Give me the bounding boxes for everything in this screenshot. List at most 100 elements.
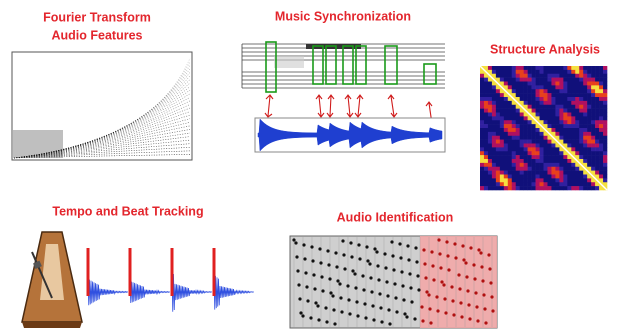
matrix-cell bbox=[551, 66, 555, 70]
matrix-cell bbox=[500, 109, 504, 113]
matrix-cell bbox=[496, 128, 500, 132]
matrix-cell bbox=[528, 66, 532, 70]
matrix-cell bbox=[571, 140, 575, 144]
matrix-cell bbox=[504, 155, 508, 159]
matrix-cell bbox=[480, 132, 484, 136]
matrix-cell bbox=[492, 85, 496, 89]
matrix-cell bbox=[536, 175, 540, 179]
matrix-cell bbox=[504, 78, 508, 82]
matrix-cell bbox=[536, 140, 540, 144]
matrix-cell bbox=[567, 116, 571, 120]
matrix-cell bbox=[563, 171, 567, 175]
matrix-cell bbox=[508, 82, 512, 86]
matrix-cell bbox=[540, 105, 544, 109]
matrix-cell bbox=[591, 109, 595, 113]
peak-dot bbox=[432, 278, 435, 281]
matrix-cell bbox=[544, 147, 548, 151]
matrix-cell bbox=[575, 136, 579, 140]
matrix-cell bbox=[512, 159, 516, 163]
peak-dot bbox=[461, 244, 464, 247]
matrix-cell bbox=[603, 82, 607, 86]
matrix-cell bbox=[492, 159, 496, 163]
matrix-cell bbox=[512, 89, 516, 93]
matrix-cell bbox=[532, 136, 536, 140]
matrix-cell bbox=[571, 105, 575, 109]
matrix-cell bbox=[583, 113, 587, 117]
matrix-cell bbox=[512, 144, 516, 148]
matrix-cell bbox=[575, 186, 579, 190]
matrix-cell bbox=[492, 66, 496, 70]
matrix-cell bbox=[512, 167, 516, 171]
matrix-cell bbox=[480, 85, 484, 89]
peak-dot bbox=[402, 298, 405, 301]
peak-dot bbox=[414, 246, 417, 249]
matrix-cell bbox=[528, 78, 532, 82]
matrix-cell bbox=[504, 82, 508, 86]
peak-dot bbox=[480, 265, 483, 268]
matrix-cell bbox=[500, 116, 504, 120]
matrix-cell bbox=[555, 178, 559, 182]
matrix-cell bbox=[591, 116, 595, 120]
matrix-cell bbox=[571, 78, 575, 82]
matrix-cell bbox=[591, 66, 595, 70]
matrix-cell bbox=[500, 124, 504, 128]
matrix-cell bbox=[488, 66, 492, 70]
matrix-cell bbox=[500, 163, 504, 167]
peak-dot bbox=[452, 313, 455, 316]
peak-dot bbox=[312, 273, 315, 276]
peak-dot bbox=[386, 294, 389, 297]
peak-dot bbox=[314, 301, 317, 304]
matrix-cell bbox=[540, 140, 544, 144]
matrix-cell bbox=[508, 171, 512, 175]
matrix-cell bbox=[496, 167, 500, 171]
matrix-cell bbox=[488, 140, 492, 144]
matrix-cell bbox=[504, 105, 508, 109]
peak-dot bbox=[375, 250, 378, 253]
matrix-cell bbox=[524, 132, 528, 136]
matrix-cell bbox=[520, 78, 524, 82]
matrix-cell bbox=[563, 182, 567, 186]
matrix-cell bbox=[528, 171, 532, 175]
matrix-cell bbox=[587, 147, 591, 151]
peak-dot bbox=[420, 305, 423, 308]
matrix-cell bbox=[563, 167, 567, 171]
matrix-cell bbox=[551, 113, 555, 117]
peak-dot bbox=[325, 320, 328, 323]
matrix-cell bbox=[536, 171, 540, 175]
matrix-cell bbox=[532, 182, 536, 186]
peak-dot bbox=[460, 315, 463, 318]
peak-dot bbox=[364, 316, 367, 319]
matrix-cell bbox=[591, 105, 595, 109]
matrix-cell bbox=[571, 147, 575, 151]
matrix-cell bbox=[516, 151, 520, 155]
matrix-cell bbox=[500, 178, 504, 182]
matrix-cell bbox=[591, 74, 595, 78]
matrix-cell bbox=[555, 97, 559, 101]
matrix-cell bbox=[603, 140, 607, 144]
peak-dot bbox=[431, 264, 434, 267]
peak-dot bbox=[408, 272, 411, 275]
matrix-cell bbox=[480, 120, 484, 124]
matrix-cell bbox=[567, 93, 571, 97]
matrix-cell bbox=[516, 109, 520, 113]
matrix-cell bbox=[524, 70, 528, 74]
matrix-cell bbox=[587, 178, 591, 182]
matrix-cell bbox=[587, 74, 591, 78]
peak-dot bbox=[400, 270, 403, 273]
matrix-cell bbox=[583, 124, 587, 128]
matrix-cell bbox=[603, 97, 607, 101]
matrix-cell bbox=[540, 113, 544, 117]
matrix-cell bbox=[555, 109, 559, 113]
matrix-cell bbox=[516, 178, 520, 182]
matrix-cell bbox=[540, 70, 544, 74]
matrix-cell bbox=[603, 151, 607, 155]
peak-dot bbox=[490, 295, 493, 298]
matrix-cell bbox=[555, 82, 559, 86]
matrix-cell bbox=[496, 89, 500, 93]
shade bbox=[13, 130, 63, 158]
matrix-cell bbox=[559, 120, 563, 124]
matrix-cell bbox=[508, 78, 512, 82]
matrix-cell bbox=[555, 78, 559, 82]
matrix-cell bbox=[559, 85, 563, 89]
matrix-cell bbox=[508, 113, 512, 117]
